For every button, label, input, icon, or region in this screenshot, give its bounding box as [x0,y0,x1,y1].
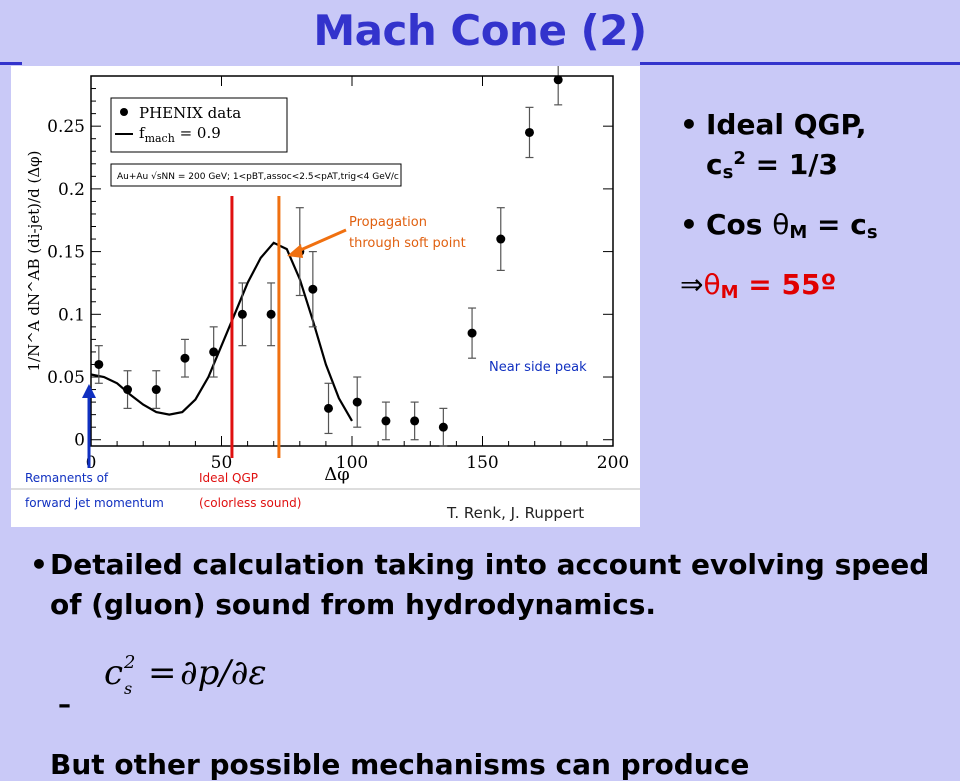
title-underline [640,62,960,65]
data-point [324,403,334,413]
bullet-ideal-qgp-text: Ideal QGP, [706,108,867,141]
figure-credit: T. Renk, J. Ruppert [446,504,584,522]
y-tick-label: 0 [74,431,85,451]
annotation-remnants-2: forward jet momentum [25,496,164,510]
svg-text:s: s [124,679,132,698]
cs-symbol: c [706,148,723,181]
annotation-propagation-1: Propagation [349,215,427,230]
y-tick-label: 0.25 [47,117,85,137]
data-point [410,416,420,426]
sound-speed-formula: c 2 s = ∂p/∂ε [104,652,267,698]
svg-text:c: c [104,653,123,693]
bullet-cos-theta: • Cos θM = cs [680,208,950,250]
cs-sub: s [722,162,734,183]
annotation-ideal-1: Ideal QGP [199,471,258,485]
y-tick-label: 0.2 [58,180,85,200]
right-bullet-list: • Ideal QGP, cs2 = 1/3 • Cos θM = cs ⇒θM… [680,108,950,310]
annotation-remnants-1: Remanents of [25,471,109,485]
bullet-dot-bottom: • [30,548,48,581]
x-tick-label: 100 [336,453,368,473]
data-point [524,127,534,137]
data-point [123,385,133,395]
data-point [438,422,448,432]
remnants-arrowhead [82,384,96,398]
legend: PHENIX data fmach = 0.9 [110,97,288,153]
cs-sub-2: s [866,222,878,243]
slide-title: Mach Cone (2) [313,6,647,55]
y-tick-label: 0.1 [58,305,85,325]
x-tick-label: 0 [86,453,97,473]
propagation-arrow [295,228,347,254]
bottom-bullet: • Detailed calculation taking into accou… [30,545,930,625]
data-point [266,309,276,319]
kinematic-box: Au+Au √sNN = 200 GeV; 1<pBT,assoc<2.5<pA… [110,163,402,187]
data-point [496,234,506,244]
data-point [352,397,362,407]
data-point [209,347,219,357]
theta-sub: M [789,222,808,243]
cs-value: = 1/3 [745,148,839,181]
annotation-ideal-2: (colorless sound) [199,496,301,510]
cs-sup: 2 [733,148,746,169]
data-point [467,328,477,338]
axis-ticks: 0 50 100 150 200 0 0.05 0.1 0.15 0.2 0.25 [47,76,629,473]
data-point [553,75,563,85]
figure-panel: 0 50 100 150 200 0 0.05 0.1 0.15 0.2 0.25 Δφ 1/N^A… [11,66,640,527]
cos-rest: = c [807,208,867,241]
x-tick-label: 150 [466,453,498,473]
points-layer [94,66,563,447]
sub-bullet-dash: – [58,690,71,720]
bullet-ideal-qgp: • Ideal QGP, cs2 = 1/3 [680,108,950,190]
title-underline-left [0,62,22,65]
mach-curve [90,241,353,422]
legend-label-curve: fmach = 0.9 [139,124,221,145]
bottom-paragraph: Detailed calculation taking into account… [50,548,930,621]
propagation-arrowhead [287,244,303,258]
data-point [308,284,318,294]
svg-text:=: = [148,653,177,693]
data-point [151,385,161,395]
theta-result-symbol: θ [703,268,721,301]
implies-icon: ⇒ [680,268,704,301]
x-tick-label: 200 [597,453,629,473]
y-axis-label: 1/N^A dN^AB (di-jet)/d (Δφ) [25,150,43,371]
data-point [180,353,190,363]
annotation-near-side: Near side peak [489,360,587,375]
theta-symbol: θ [772,208,790,241]
svg-text:2: 2 [123,652,135,673]
y-tick-label: 0.15 [47,243,85,263]
result-theta-m: ⇒θM = 55º [680,268,950,310]
kinematic-label: Au+Au √sNN = 200 GeV; 1<pBT,assoc<2.5<pA… [117,171,399,182]
x-axis-label: Δφ [324,464,350,485]
x-tick-label: 50 [211,453,233,473]
curve-layer [90,241,353,422]
annotation-propagation-2: through soft point [349,236,466,251]
data-point [381,416,391,426]
cos-label: Cos [706,208,773,241]
legend-label-data: PHENIX data [139,104,241,122]
data-point [237,309,247,319]
theta-result-value: = 55º [738,268,837,301]
theta-result-sub: M [720,282,739,303]
data-point [94,359,104,369]
mach-cone-chart: 0 50 100 150 200 0 0.05 0.1 0.15 0.2 0.25 Δφ 1/N^A… [11,66,640,522]
y-tick-label: 0.05 [47,368,85,388]
legend-marker-data [120,108,128,116]
bullet-dot: • [680,208,698,241]
bullet-dot: • [680,108,698,141]
cutoff-line: But other possible mechanisms can produc… [50,748,750,781]
svg-text:∂p/∂ε: ∂p/∂ε [180,653,267,693]
